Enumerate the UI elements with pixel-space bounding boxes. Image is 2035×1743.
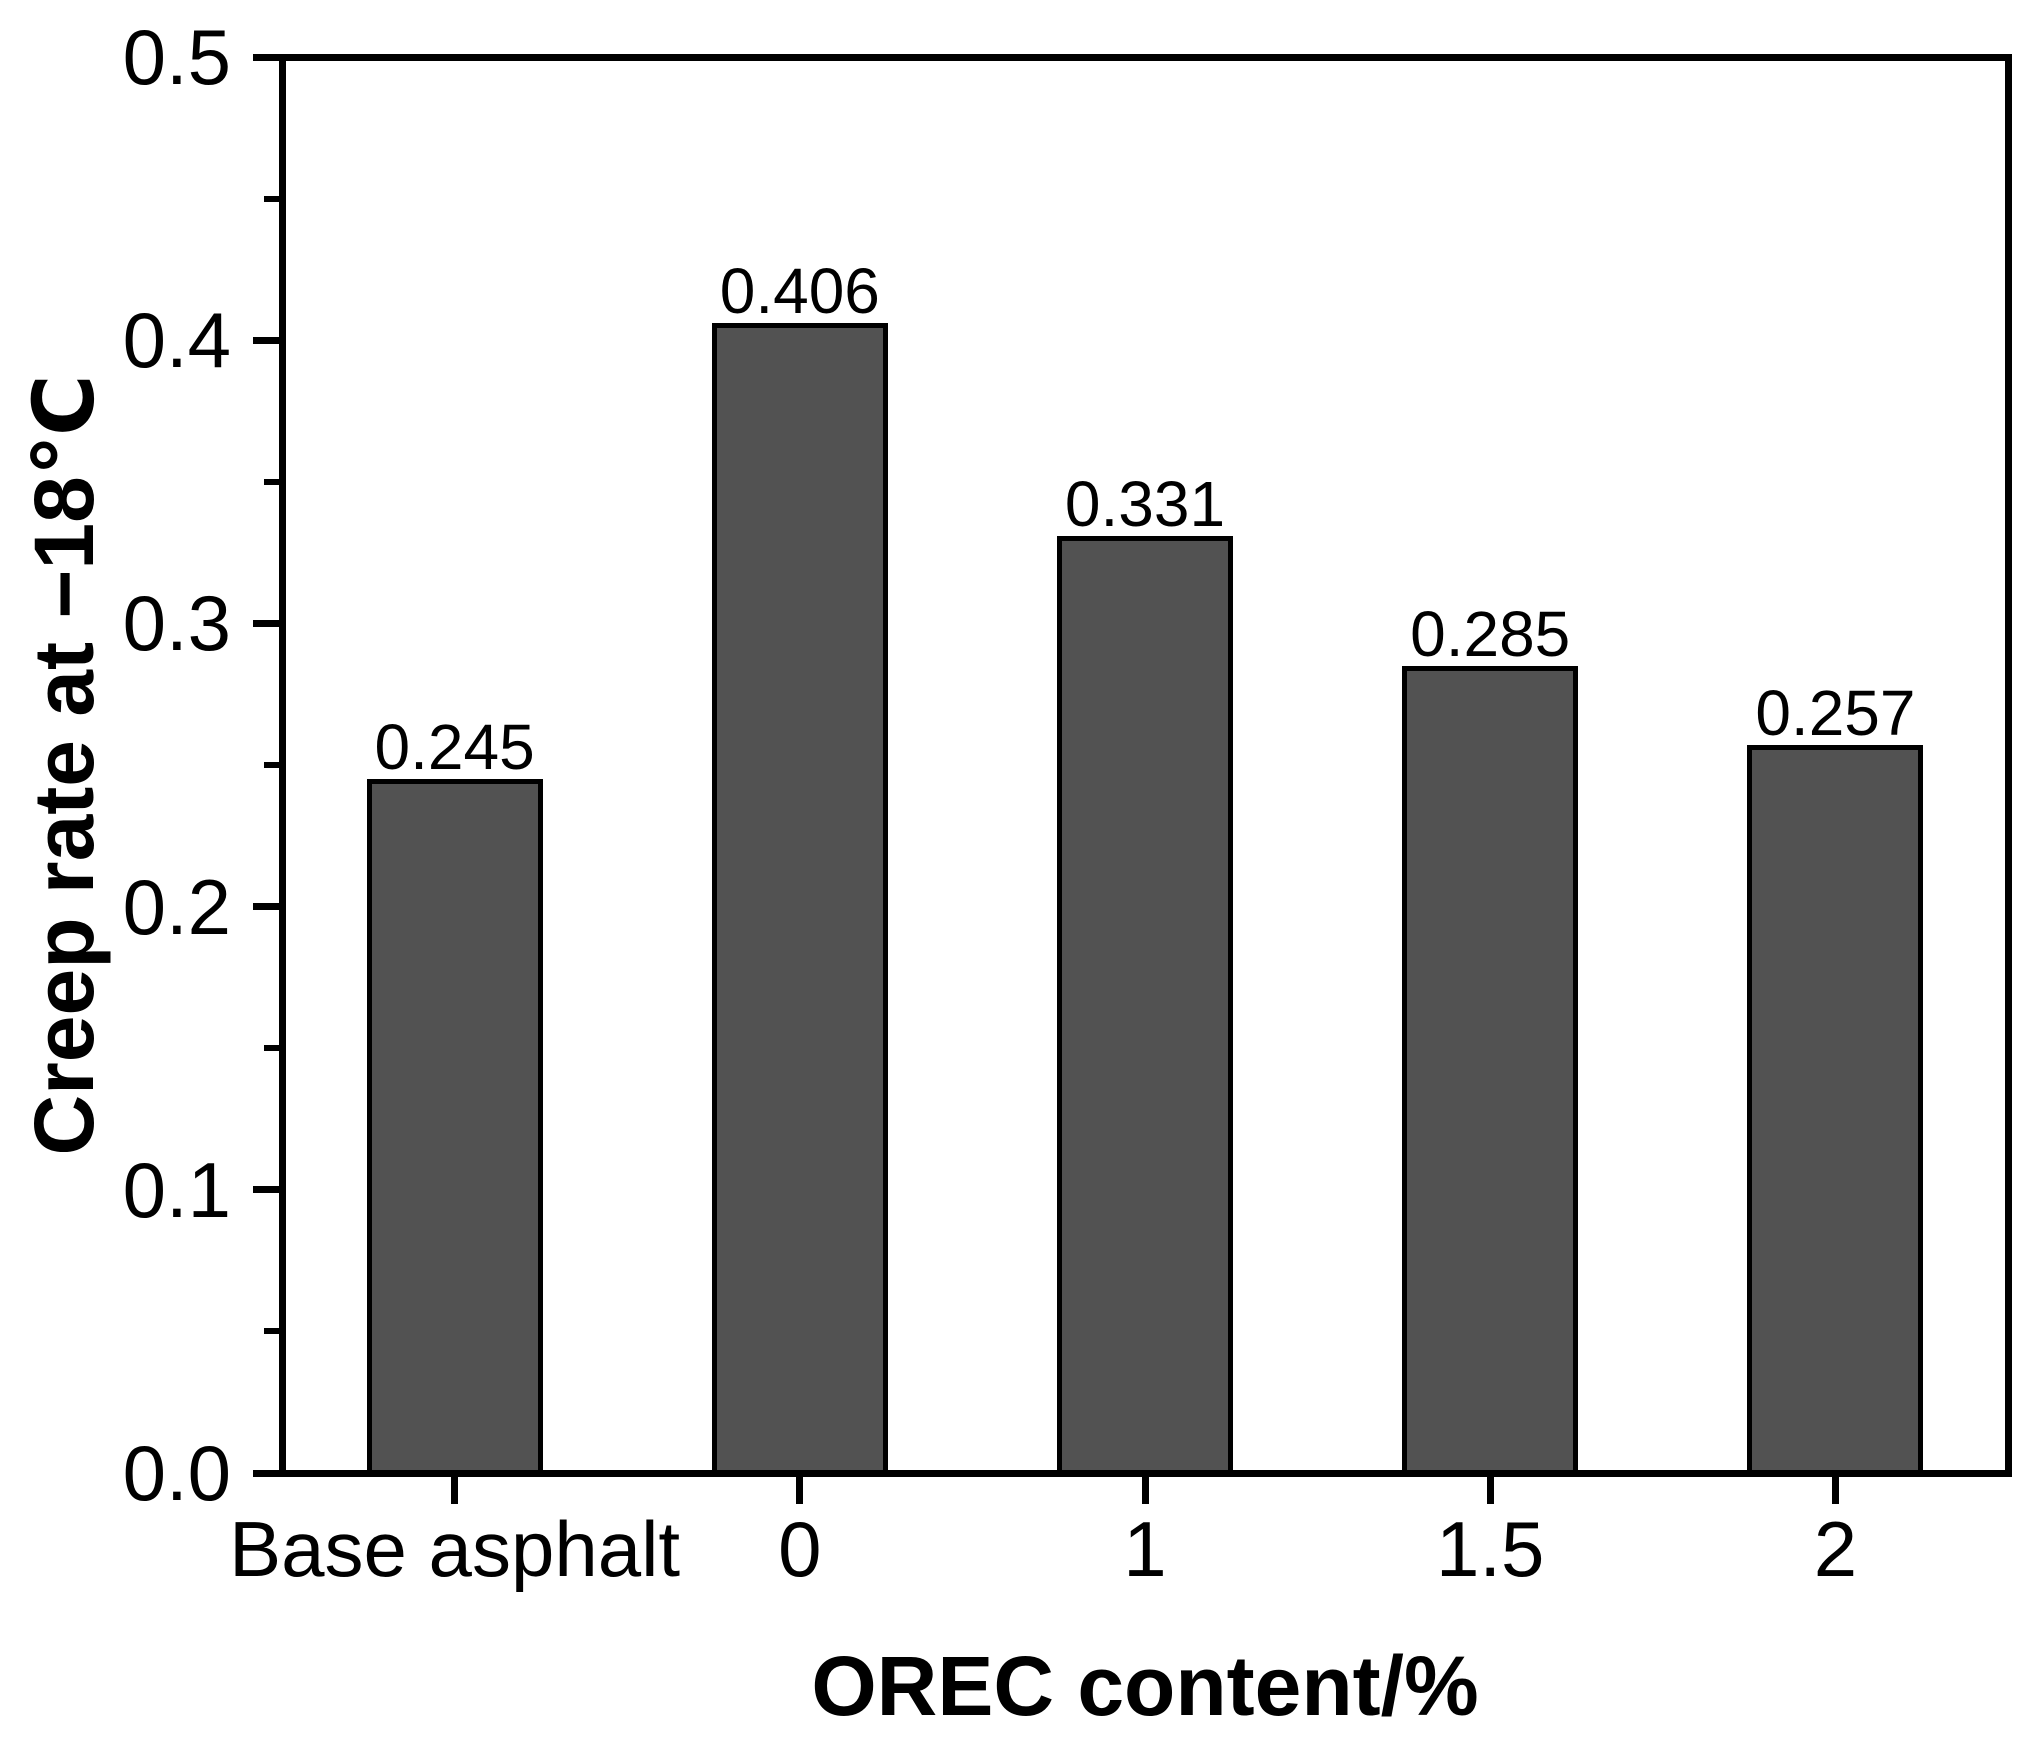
x-tick-label: 1.5 xyxy=(1435,1505,1545,1593)
y-axis-minor-tick xyxy=(263,478,279,485)
bar xyxy=(711,323,888,1473)
x-axis-tick xyxy=(1141,1476,1149,1504)
x-tick-label: 2 xyxy=(1813,1505,1858,1593)
y-tick-label: 0.2 xyxy=(122,862,231,951)
x-axis-tick xyxy=(1831,1476,1839,1504)
y-axis-minor-tick xyxy=(263,1328,279,1335)
y-axis-major-tick xyxy=(252,53,279,61)
bar xyxy=(1402,665,1579,1473)
x-tick-label: 1 xyxy=(1123,1505,1167,1593)
bar-value-label: 0.285 xyxy=(1410,597,1571,670)
ticks-layer: 0.245 Base asphalt 0.406 0 0.331 1 0.285 1.5 0.2… xyxy=(123,18,2008,1588)
y-axis-major-tick xyxy=(252,619,279,627)
bar-value-label: 0.245 xyxy=(374,711,535,784)
bar xyxy=(1057,535,1233,1473)
x-axis-tick xyxy=(1486,1476,1494,1504)
y-tick-label: 0.0 xyxy=(122,1429,231,1517)
y-tick-label: 0.1 xyxy=(122,1145,231,1234)
bars-layer xyxy=(282,57,2008,1473)
y-axis-major-tick xyxy=(252,903,279,911)
y-axis-major-tick xyxy=(252,336,279,344)
bar-value-label: 0.331 xyxy=(1064,467,1226,540)
y-axis-minor-tick xyxy=(263,762,279,768)
x-axis-title: OREC content/% xyxy=(811,1639,1479,1733)
x-axis-tick xyxy=(796,1476,804,1504)
y-axis-minor-tick xyxy=(263,1045,279,1052)
bar xyxy=(366,779,543,1473)
bar xyxy=(1747,745,1924,1473)
plot-area: 0.245 Base asphalt 0.406 0 0.331 1 0.285 1.5 0.2… xyxy=(123,18,2012,1588)
y-tick-label: 0.5 xyxy=(122,13,231,101)
y-tick-label: 0.4 xyxy=(122,296,231,385)
y-axis-major-tick xyxy=(252,1186,279,1194)
y-axis-title: Creep rate at −18℃ xyxy=(17,374,111,1156)
x-tick-label: Base asphalt xyxy=(229,1505,681,1593)
y-axis-major-tick xyxy=(252,1469,279,1477)
bar-value-label: 0.406 xyxy=(719,255,880,328)
x-axis-tick xyxy=(451,1476,459,1504)
y-axis-minor-tick xyxy=(263,195,279,202)
x-tick-label: 0 xyxy=(778,1505,822,1593)
bar-value-label: 0.257 xyxy=(1755,677,1916,750)
y-tick-label: 0.3 xyxy=(122,579,231,668)
